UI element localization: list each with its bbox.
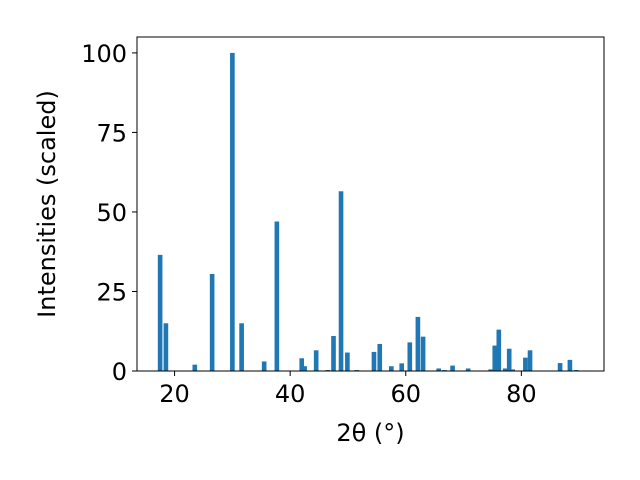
bar [274,221,280,371]
bar [527,350,533,371]
bar [502,368,508,371]
bar [450,365,455,371]
bar [399,363,405,371]
x-tick-label: 60 [390,380,421,408]
y-tick-label: 50 [96,199,127,227]
x-axis-label: 2θ (°) [336,419,404,447]
y-tick-label: 0 [112,358,127,386]
bar [523,357,528,371]
bar [209,273,215,371]
bar [302,366,307,371]
bar [506,348,512,371]
bar [313,350,319,371]
bar [510,369,515,371]
bar [407,342,413,371]
bar [345,352,350,371]
bar [261,361,267,371]
x-tick-label: 80 [506,380,537,408]
bar [331,336,336,371]
y-tick-label: 25 [96,278,127,306]
bar [420,336,426,371]
y-axis-ticks: 0 25 50 75 100 [81,40,137,386]
bar [163,323,169,371]
bar [567,359,573,371]
x-tick-label: 40 [275,380,306,408]
bar [557,363,563,371]
bar [371,351,377,371]
bar [239,323,244,371]
bar [436,368,442,371]
bar [465,368,471,371]
bar [157,254,163,371]
y-tick-label: 100 [81,40,127,68]
x-axis-ticks: 20 40 60 80 [159,371,537,408]
bar-series [157,52,579,372]
bar [377,343,383,371]
bar [496,329,502,371]
y-axis-label: Intensities (scaled) [33,90,61,318]
bar [338,191,344,371]
bar [230,52,235,372]
bar [192,364,198,371]
y-tick-label: 75 [96,119,127,147]
bar [415,316,421,371]
bar [492,345,498,371]
bar [488,369,494,371]
plot-frame [136,36,605,372]
bar [388,366,394,371]
x-tick-label: 20 [159,380,190,408]
bar [299,358,305,371]
